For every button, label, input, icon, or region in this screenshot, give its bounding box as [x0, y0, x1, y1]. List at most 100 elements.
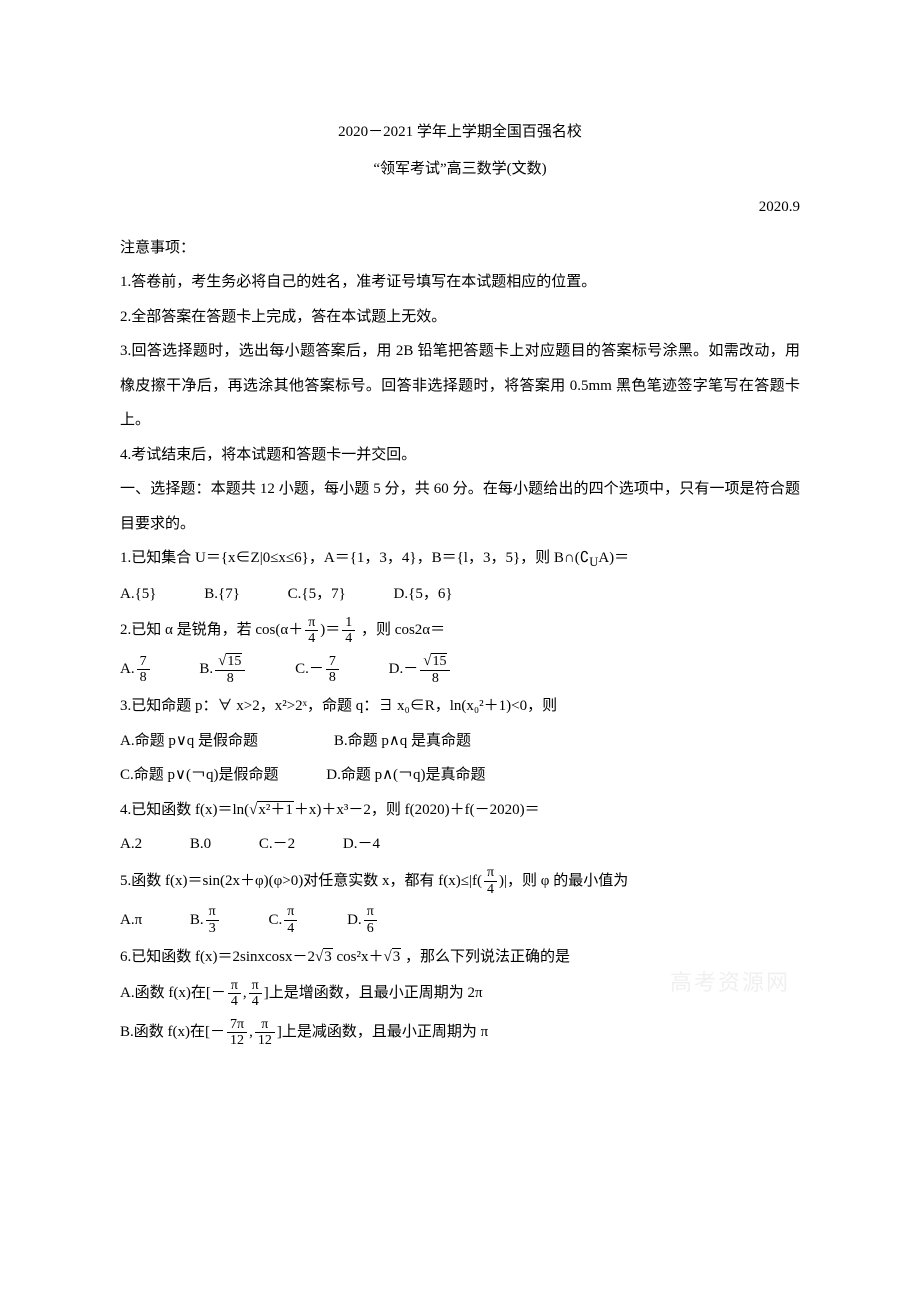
notice-2: 2.全部答案在答题卡上完成，答在本试题上无效。 — [120, 300, 800, 335]
watermark: 高考资源网 — [670, 958, 790, 1009]
q2-optd-sqrt: 15 — [431, 653, 447, 669]
q6-opta-f2: π4 — [249, 978, 262, 1010]
q4-after: ＋x)＋x³－2，则 f(2020)＋f(－2020)＝ — [294, 802, 540, 818]
q6-optb-f2-den: 12 — [255, 1033, 275, 1048]
q2-opta-den: 8 — [137, 670, 150, 685]
q6-before: 6.已知函数 f(x)＝2sinxcosx－2 — [120, 949, 315, 965]
q5-optc-num: π — [284, 904, 297, 920]
q4-before: 4.已知函数 f(x)＝ln( — [120, 802, 249, 818]
q5-frac-den: 4 — [484, 882, 497, 897]
q6-optb-after: ]上是减函数，且最小正周期为 π — [277, 1024, 488, 1040]
q6-opta-f1-num: π — [228, 978, 241, 994]
q5-optb-num: π — [206, 904, 219, 920]
q5-opt-b-pre: B. — [190, 912, 204, 928]
q2-optd-frac: √158 — [420, 653, 450, 686]
q2-mid: )＝ — [320, 622, 340, 638]
q2-frac2-den: 4 — [342, 631, 355, 646]
q5-frac: π4 — [484, 865, 497, 897]
q6-optb-f2: π12 — [255, 1017, 275, 1049]
q3-opt-c: C.命题 p∨(￢q)是假命题 — [120, 767, 278, 783]
q5-optc-den: 4 — [284, 921, 297, 936]
q6-opta-f1: π4 — [228, 978, 241, 1010]
section-1-header: 一、选择题：本题共 12 小题，每小题 5 分，共 60 分。在每小题给出的四个… — [120, 472, 800, 541]
question-4-options: A.2 B.0 C.－2 D.－4 — [120, 827, 800, 862]
q2-optb-num: √15 — [215, 653, 245, 671]
notice-1: 1.答卷前，考生务必将自己的姓名，准考证号填写在本试题相应的位置。 — [120, 265, 800, 300]
q3-opt-b: B.命题 p∧q 是真命题 — [334, 733, 471, 749]
q5-after: )|，则 φ 的最小值为 — [499, 873, 628, 889]
question-5-stem: 5.函数 f(x)＝sin(2x＋φ)(φ>0)对任意实数 x，都有 f(x)≤… — [120, 862, 800, 901]
q6-mid: cos²x＋ — [333, 949, 384, 965]
q6-optb-mid: , — [249, 1024, 253, 1040]
question-2-stem: 2.已知 α 是锐角，若 cos(α＋π4)＝14 ，则 cos2α＝ — [120, 611, 800, 650]
q6-after: ，那么下列说法正确的是 — [401, 949, 570, 965]
q2-opt-c-pre: C.－ — [295, 661, 324, 677]
question-5-options: A.π B.π3 C.π4 D.π6 — [120, 901, 800, 940]
title-line-1: 2020－2021 学年上学期全国百强名校 — [120, 115, 800, 150]
q6-sqrt1: 3 — [323, 948, 333, 965]
q2-optb-frac: √158 — [215, 653, 245, 686]
q2-opt-b-pre: B. — [199, 661, 213, 677]
question-1-options: A.{5} B.{7} C.{5，7} D.{5，6} — [120, 577, 800, 612]
q2-before: 2.已知 α 是锐角，若 cos(α＋ — [120, 622, 303, 638]
q6-opta-before: A.函数 f(x)在[－ — [120, 985, 226, 1001]
q2-opta-frac: 78 — [137, 654, 150, 686]
q4-opt-a: A.2 — [120, 836, 142, 852]
q1-opt-b: B.{7} — [204, 586, 240, 602]
question-2-options: A.78 B.√158 C.－78 D.－√158 — [120, 650, 800, 689]
q5-opt-a: A.π — [120, 912, 142, 928]
q6-opta-f2-den: 4 — [249, 994, 262, 1009]
q6-opta-after: ]上是增函数，且最小正周期为 2π — [264, 985, 483, 1001]
q2-opt-a-pre: A. — [120, 661, 135, 677]
q2-optb-sqrt: 15 — [226, 653, 242, 669]
q2-optd-num: √15 — [420, 653, 450, 671]
date-line: 2020.9 — [120, 190, 800, 225]
q1-stem-after: A)＝ — [598, 550, 629, 566]
q2-opta-num: 7 — [137, 654, 150, 670]
q3-opt-a: A.命题 p∨q 是假命题 — [120, 733, 258, 749]
q1-opt-d: D.{5，6} — [394, 586, 453, 602]
q5-optb-frac: π3 — [206, 904, 219, 936]
q6-opta-mid: , — [243, 985, 247, 1001]
q2-optb-den: 8 — [215, 671, 245, 686]
q6-optb-f1: 7π12 — [227, 1017, 247, 1049]
q5-optc-frac: π4 — [284, 904, 297, 936]
q5-optb-den: 3 — [206, 921, 219, 936]
q4-opt-d: D.－4 — [343, 836, 380, 852]
notice-4: 4.考试结束后，将本试题和答题卡一并交回。 — [120, 438, 800, 473]
q4-opt-b: B.0 — [190, 836, 211, 852]
q1-opt-a: A.{5} — [120, 586, 156, 602]
question-4-stem: 4.已知函数 f(x)＝ln(√x²＋1＋x)＋x³－2，则 f(2020)＋f… — [120, 793, 800, 828]
q5-optd-frac: π6 — [364, 904, 377, 936]
question-6-opt-b: B.函数 f(x)在[－7π12,π12]上是减函数，且最小正周期为 π — [120, 1013, 800, 1052]
q5-opt-c-pre: C. — [269, 912, 283, 928]
q5-optd-num: π — [364, 904, 377, 920]
q5-optd-den: 6 — [364, 921, 377, 936]
q2-frac1-num: π — [305, 615, 318, 631]
q3-opt-d: D.命题 p∧(￢q)是真命题 — [326, 767, 485, 783]
title-line-2: “领军考试”高三数学(文数) — [120, 152, 800, 187]
q6-opta-f2-num: π — [249, 978, 262, 994]
q5-frac-num: π — [484, 865, 497, 881]
q1-sub: U — [589, 555, 598, 569]
q2-frac1-den: 4 — [305, 631, 318, 646]
q5-before: 5.函数 f(x)＝sin(2x＋φ)(φ>0)对任意实数 x，都有 f(x)≤… — [120, 873, 482, 889]
q5-opt-d-pre: D. — [347, 912, 362, 928]
q2-opt-d-pre: D.－ — [389, 661, 419, 677]
q6-optb-f2-num: π — [255, 1017, 275, 1033]
q1-stem-text: 1.已知集合 U＝{x∈Z|0≤x≤6}，A＝{1，3，4}，B＝{l，3，5}… — [120, 550, 589, 566]
q2-optc-num: 7 — [326, 654, 339, 670]
q2-frac2-num: 1 — [342, 615, 355, 631]
q6-optb-f1-num: 7π — [227, 1017, 247, 1033]
question-3-stem: 3.已知命题 p：∀ x>2，x²>2ˣ，命题 q：∃ x₀∈R，ln(x₀²＋… — [120, 689, 800, 724]
question-1-stem: 1.已知集合 U＝{x∈Z|0≤x≤6}，A＝{1，3，4}，B＝{l，3，5}… — [120, 541, 800, 577]
question-3-options-row1: A.命题 p∨q 是假命题 B.命题 p∧q 是真命题 — [120, 724, 800, 759]
question-3-options-row2: C.命题 p∨(￢q)是假命题 D.命题 p∧(￢q)是真命题 — [120, 758, 800, 793]
q6-optb-f1-den: 12 — [227, 1033, 247, 1048]
q6-sqrt2: 3 — [392, 948, 402, 965]
q6-opta-f1-den: 4 — [228, 994, 241, 1009]
q2-optc-frac: 78 — [326, 654, 339, 686]
q6-optb-before: B.函数 f(x)在[－ — [120, 1024, 225, 1040]
q2-frac-2: 14 — [342, 615, 355, 647]
q2-after: ，则 cos2α＝ — [357, 622, 445, 638]
